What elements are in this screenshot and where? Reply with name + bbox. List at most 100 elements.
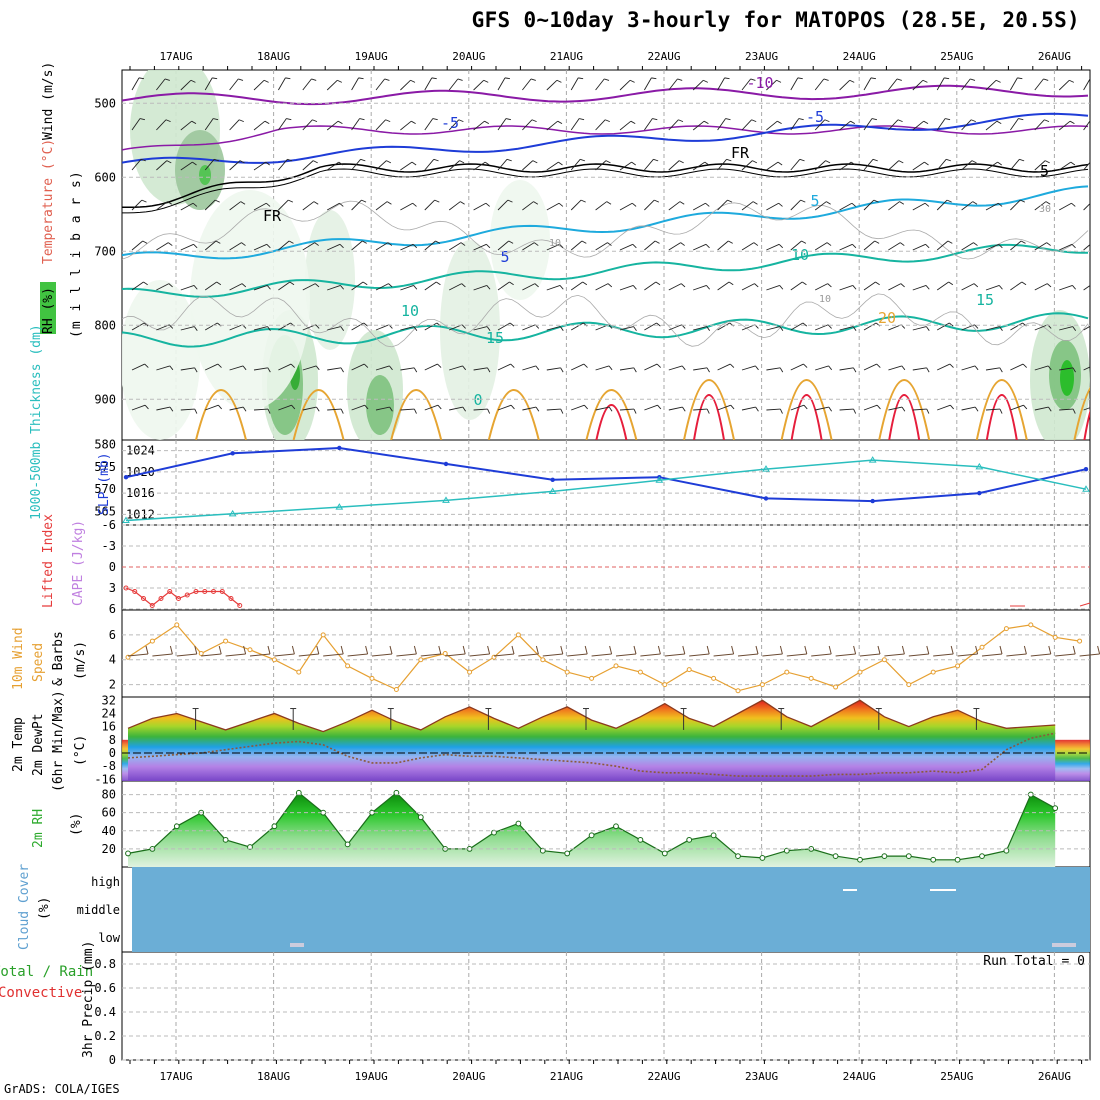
wind-barb-flag [1023, 404, 1028, 410]
wind-barb-flag [507, 199, 513, 203]
slp-point [1083, 467, 1089, 472]
wind-barb [204, 77, 213, 91]
wind-barb [253, 161, 266, 171]
wind-barb [644, 158, 654, 171]
wind-barb [522, 365, 536, 371]
dewpoint-line [127, 732, 1056, 777]
wind-barb-flag [947, 240, 953, 244]
wind-barb [766, 367, 781, 371]
wind-barb-flag [705, 243, 710, 249]
wind-barb [595, 160, 607, 171]
wind-barb [351, 199, 362, 211]
lifted-index-point [228, 596, 234, 601]
wind-barb-flag [506, 158, 512, 162]
temp-contour-20 [195, 389, 247, 440]
wind-barb [180, 243, 194, 251]
wind-barb-flag [901, 406, 906, 412]
wind-barb-flag [361, 199, 367, 203]
contour-label: FR [731, 144, 750, 162]
wind-barb-flag [531, 119, 537, 123]
wind-barb-flag [1070, 161, 1076, 166]
wind-barb [351, 240, 363, 251]
wind-barb [278, 404, 292, 411]
rh-point [222, 836, 229, 843]
wind-barb-flag [580, 158, 586, 162]
wind-barb-flag [288, 240, 294, 244]
wind-barb [693, 326, 707, 331]
wind-barb-flag [873, 199, 879, 203]
rh-point [759, 855, 766, 861]
rh-point [686, 836, 693, 843]
wind-barb-flag [458, 119, 464, 123]
wind-barb [668, 324, 682, 331]
wind10-barb [1055, 653, 1076, 657]
wind10-barb-flag [926, 645, 930, 655]
wind-barb [278, 240, 290, 251]
wind10-barb [811, 653, 832, 657]
wind-barb-flag [604, 119, 610, 123]
wind-speed-point [442, 651, 448, 656]
date-label-bottom: 18AUG [257, 1070, 290, 1083]
wind-speed-point [711, 675, 717, 681]
precip-tick-label: 0.6 [94, 981, 116, 995]
wind-barb-flag [266, 285, 271, 290]
wind-barb-flag [703, 120, 709, 125]
wind10-barb-flag [1097, 645, 1100, 655]
contour-label: -5 [806, 108, 824, 126]
wind-barb [839, 202, 853, 211]
wind-barb [741, 160, 753, 171]
wind-barb [644, 322, 657, 331]
cape-tick-label: -3 [102, 539, 116, 553]
wind-barb-flag [140, 158, 146, 162]
wind-barb-flag [850, 120, 856, 125]
wind-barb [1034, 242, 1047, 251]
wind10-barb-flag [291, 645, 295, 655]
wind-barb-flag [922, 79, 928, 83]
wind-barb [644, 281, 657, 291]
upper-label-rh: RH (%) [41, 287, 56, 334]
wind-barb [692, 120, 705, 131]
wind-barb [668, 242, 681, 251]
wind10-barb [420, 653, 441, 657]
wind-barb-flag [826, 201, 831, 205]
wind-barb [741, 406, 756, 411]
wind-barb-flag [340, 367, 344, 373]
pressure-tick-label: 900 [94, 392, 116, 406]
wind-barb-flag [1096, 364, 1100, 367]
temp-tick-label: 32 [102, 693, 116, 707]
wind-barb-flag [900, 283, 905, 288]
wind-barb-flag [1091, 78, 1096, 79]
temp-contour-10 [122, 243, 1089, 298]
date-label-bottom: 22AUG [647, 1070, 680, 1083]
wind-barb-flag [285, 77, 291, 80]
wind-barb-flag [535, 406, 540, 412]
precip-ylabel: 3hr Precip (mm) [81, 941, 96, 1058]
thickness-point [868, 456, 877, 463]
wind-barb-flag [457, 78, 463, 81]
wind-barb-flag [486, 243, 491, 249]
wind-barb [278, 158, 288, 171]
wind-barb-flag [315, 365, 320, 371]
wind-barb-flag [1092, 119, 1097, 120]
wind-barb [204, 322, 218, 331]
wind-barb [253, 285, 268, 291]
wind-barb-flag [898, 160, 904, 164]
wind-barb-flag [706, 285, 711, 290]
wind10-barb-flag [999, 645, 1003, 655]
slp-line [125, 446, 1087, 503]
wind10-barb [518, 653, 539, 657]
wind-barb-flag [776, 79, 782, 83]
wind-barb [1010, 199, 1021, 211]
wind-barb-flag [263, 79, 269, 83]
wind-barb-flag [971, 160, 977, 164]
rh-point [661, 850, 668, 857]
wind-barb [766, 161, 779, 171]
wind-barb-flag [437, 404, 442, 410]
date-label-bottom: 19AUG [355, 1070, 388, 1083]
wind-barb [815, 406, 829, 411]
wind-barb [497, 322, 511, 331]
wind-barb [375, 242, 389, 251]
upper-label-temp: Temperature (°C) [41, 139, 56, 264]
chart-title: GFS 0~10day 3-hourly for MATOPOS (28.5E,… [471, 8, 1080, 32]
wind-barb [156, 119, 167, 131]
